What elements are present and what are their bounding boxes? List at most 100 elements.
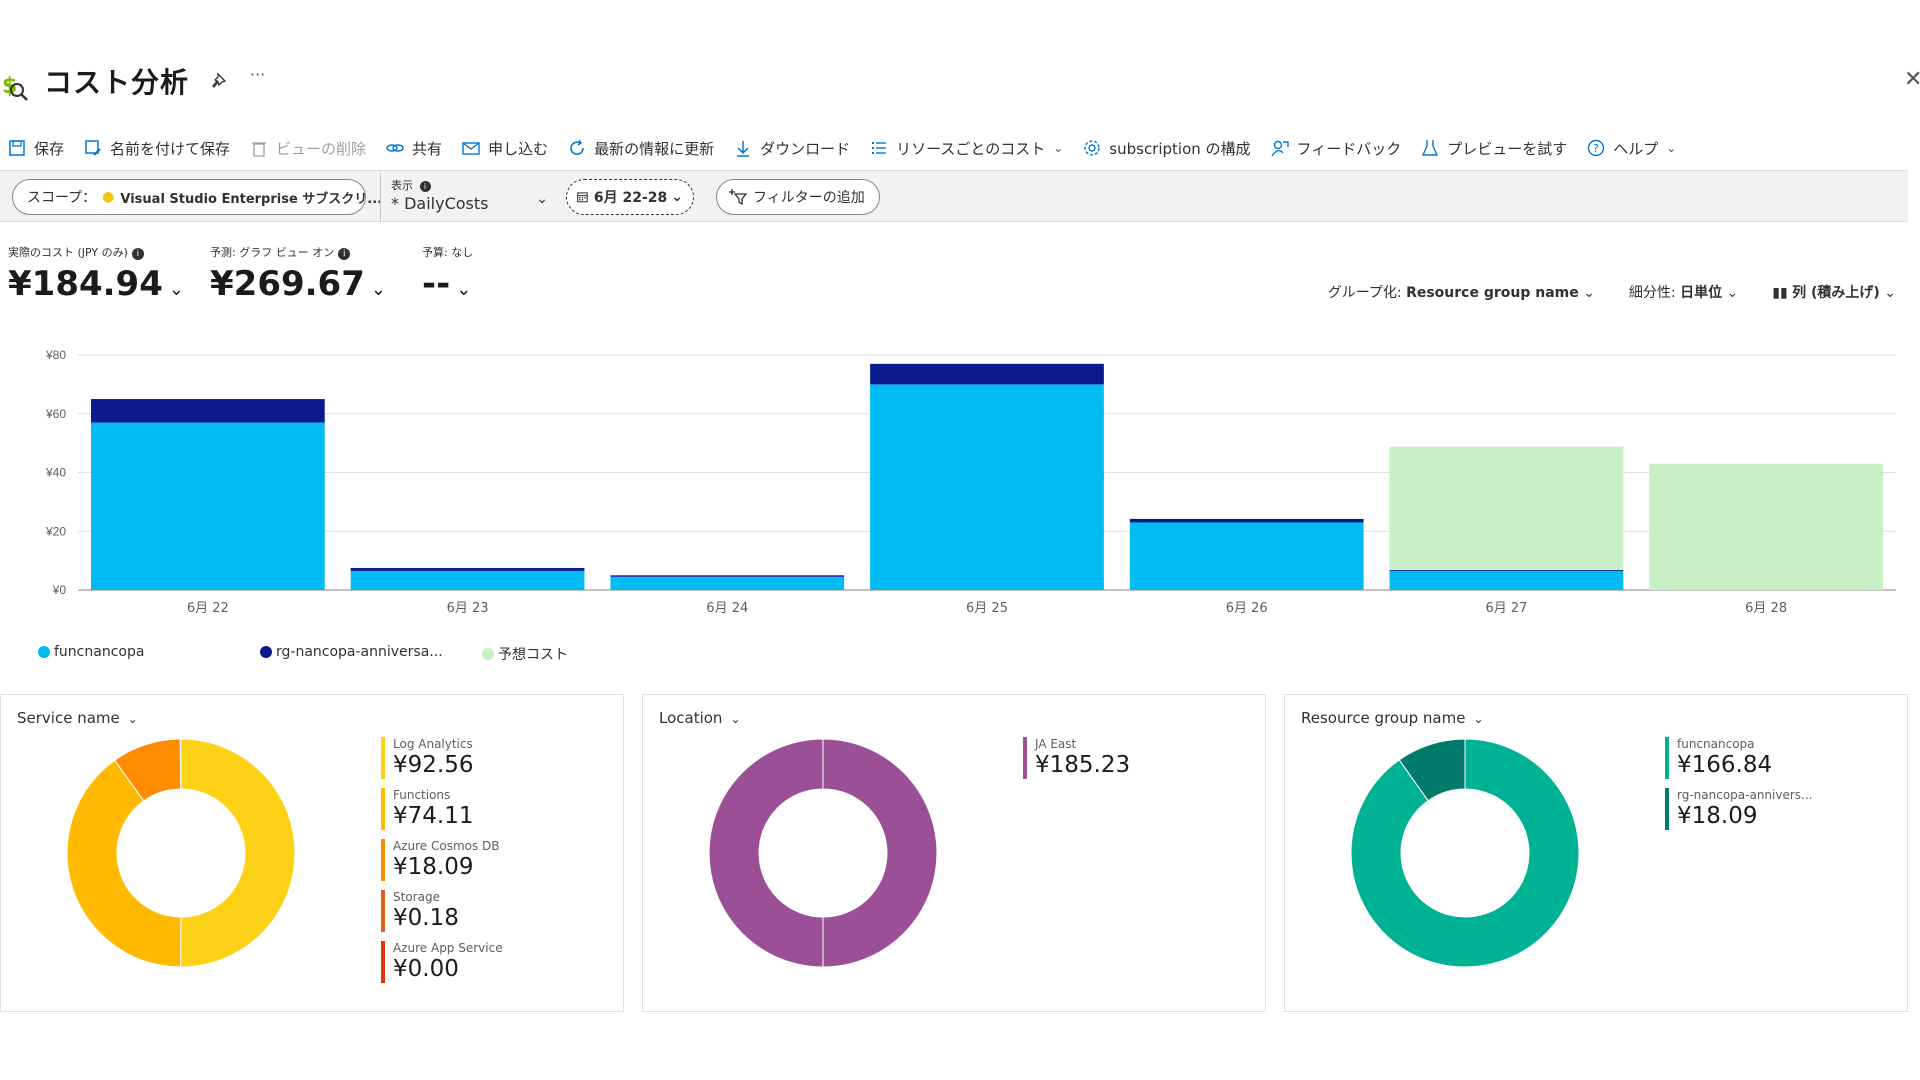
donut-legend-item[interactable]: funcnancopa ¥166.84 (1665, 737, 1813, 788)
view-selector[interactable]: 表示 i * DailyCosts ⌄ (380, 173, 550, 221)
panel-title-dropdown[interactable]: Service name ⌄ (17, 709, 138, 727)
toolbar-button-3[interactable]: 共有 (386, 138, 442, 159)
legend-item[interactable]: 予想コスト (482, 644, 568, 664)
chevron-down-icon: ⌄ (1053, 141, 1064, 155)
bar-segment[interactable] (350, 567, 585, 571)
chart-type-dropdown[interactable]: ▮▮ 列 (積み上げ) ⌄ (1772, 282, 1896, 302)
chevron-down-icon: ⌄ (370, 279, 386, 300)
donut-slice[interactable] (708, 738, 938, 968)
save-icon (9, 140, 25, 156)
legend-color-bar (381, 890, 385, 932)
toolbar-button-7[interactable]: リソースごとのコスト ⌄ (870, 138, 1063, 159)
panel-title-dropdown[interactable]: Resource group name ⌄ (1301, 709, 1484, 727)
donut-legend: JA East ¥185.23 (1023, 737, 1130, 788)
bar-segment[interactable] (1129, 522, 1364, 590)
toolbar-label: ビューの削除 (276, 139, 367, 158)
donut-legend-item[interactable]: rg-nancopa-annivers... ¥18.09 (1665, 788, 1813, 839)
kpi-budget[interactable]: 予算: なし -- ⌄ (422, 244, 473, 304)
donut-slice[interactable] (179, 738, 182, 790)
legend-label: JA East (1035, 737, 1077, 751)
bar-segment[interactable] (1389, 570, 1624, 590)
legend-item[interactable]: funcnancopa (38, 644, 144, 660)
toolbar-button-5[interactable]: 最新の情報に更新 (568, 138, 714, 159)
granularity-dropdown[interactable]: 細分性: 日単位 ⌄ (1629, 282, 1738, 302)
toolbar-button-4[interactable]: 申し込む (462, 138, 548, 159)
toolbar-button-10[interactable]: プレビューを試す (1421, 138, 1567, 159)
toolbar-button-8[interactable]: subscription の構成 (1083, 138, 1251, 159)
toolbar-label: ダウンロード (760, 139, 851, 158)
daily-cost-chart: ¥0 ¥20 ¥40 ¥60 ¥80 6月 22 6月 23 6月 24 6月 25 6月 26 6… (0, 340, 1920, 630)
bar-segment[interactable] (610, 576, 845, 590)
panel-service-name: Service name ⌄ Log Analytics ¥92.56 Function… (0, 694, 624, 1012)
bar-segment[interactable] (1129, 518, 1364, 523)
toolbar-button-2[interactable]: ビューの削除 (250, 138, 366, 159)
mail-icon (462, 142, 480, 155)
bar-segment[interactable] (610, 575, 845, 577)
y-tick-label: ¥60 (45, 407, 66, 421)
add-filter-button[interactable]: フィルターの追加 (716, 179, 880, 215)
donut-slice[interactable] (1350, 738, 1580, 968)
chevron-down-icon: ⌄ (168, 279, 184, 300)
panel-location: Location ⌄ JA East ¥185.23 (642, 694, 1266, 1012)
legend-value: ¥0.18 (393, 905, 459, 931)
date-range-pill[interactable]: 6月 22-28 ⌄ (566, 179, 694, 215)
bar-segment[interactable] (90, 422, 325, 590)
bar-segment[interactable] (350, 570, 585, 590)
bar-segment[interactable] (1389, 446, 1624, 571)
legend-label: Azure Cosmos DB (393, 839, 500, 853)
gear-icon (1084, 140, 1100, 156)
toolbar-button-11[interactable]: ? ヘルプ ⌄ (1587, 138, 1676, 159)
group-by-dropdown[interactable]: グループ化: Resource group name ⌄ (1328, 282, 1595, 302)
legend-value: ¥0.00 (393, 956, 459, 982)
bar-segment[interactable] (1649, 463, 1884, 590)
donut-legend-item[interactable]: Azure App Service ¥0.00 (381, 941, 503, 992)
kpi-actual-cost[interactable]: 実際のコスト (JPY のみ) i ¥184.94 ⌄ (8, 244, 184, 304)
kpi-value: -- (422, 264, 451, 304)
toolbar-label: 保存 (34, 139, 65, 158)
donut-legend-item[interactable]: Functions ¥74.11 (381, 788, 503, 839)
toolbar-button-0[interactable]: 保存 (8, 138, 64, 159)
more-icon[interactable]: ··· (250, 65, 266, 84)
toolbar-button-6[interactable]: ダウンロード (734, 138, 850, 159)
panel-title-dropdown[interactable]: Location ⌄ (659, 709, 741, 727)
toolbar-label: フィードバック (1296, 139, 1402, 158)
bar-segment[interactable] (870, 384, 1104, 590)
kpi-value: ¥269.67 (210, 264, 365, 304)
donut-slice[interactable] (180, 738, 296, 968)
donut-legend-item[interactable]: JA East ¥185.23 (1023, 737, 1130, 788)
legend-item[interactable]: rg-nancopa-anniversa... (260, 644, 443, 660)
kpi-value: ¥184.94 (8, 264, 163, 304)
panel-title: Resource group name (1301, 709, 1466, 727)
toolbar-label: 最新の情報に更新 (594, 139, 715, 158)
kpi-label: 予算: なし (422, 246, 474, 259)
kpi-label: 予測: グラフ ビュー オン (210, 246, 335, 259)
subscription-key-icon: ● (102, 189, 115, 205)
toolbar-button-1[interactable]: 名前を付けて保存 (84, 138, 230, 159)
legend-color-bar (381, 737, 385, 779)
chevron-down-icon: ⌄ (1726, 285, 1739, 301)
bar-segment[interactable] (90, 399, 325, 423)
info-icon: i (419, 181, 431, 192)
scope-pill[interactable]: スコープ： ● Visual Studio Enterprise サブスクリ..… (12, 179, 382, 215)
legend-label: Storage (393, 890, 440, 904)
kpi-forecast[interactable]: 予測: グラフ ビュー オン i ¥269.67 ⌄ (210, 244, 386, 304)
legend-label: funcnancopa (1677, 737, 1755, 751)
granularity-value: 日単位 (1680, 285, 1723, 301)
bar-segment[interactable] (1389, 570, 1624, 571)
donut-slice[interactable] (1398, 738, 1466, 802)
link-icon (386, 144, 404, 152)
donut-legend-item[interactable]: Azure Cosmos DB ¥18.09 (381, 839, 503, 890)
refresh-icon (570, 139, 584, 155)
legend-label: Functions (393, 788, 451, 802)
page-title: コスト分析 (44, 66, 190, 99)
close-icon[interactable]: ✕ (1904, 67, 1920, 92)
chevron-down-icon: ⌄ (1884, 285, 1896, 301)
toolbar-button-9[interactable]: フィードバック (1270, 138, 1402, 159)
donut-legend-item[interactable]: Log Analytics ¥92.56 (381, 737, 503, 788)
group-by-value: Resource group name (1406, 285, 1579, 301)
donut-legend-item[interactable]: Storage ¥0.18 (381, 890, 503, 941)
pin-icon[interactable] (210, 71, 230, 91)
donut-slice[interactable] (66, 759, 182, 968)
bar-segment[interactable] (870, 363, 1104, 385)
trash-icon (252, 142, 267, 157)
